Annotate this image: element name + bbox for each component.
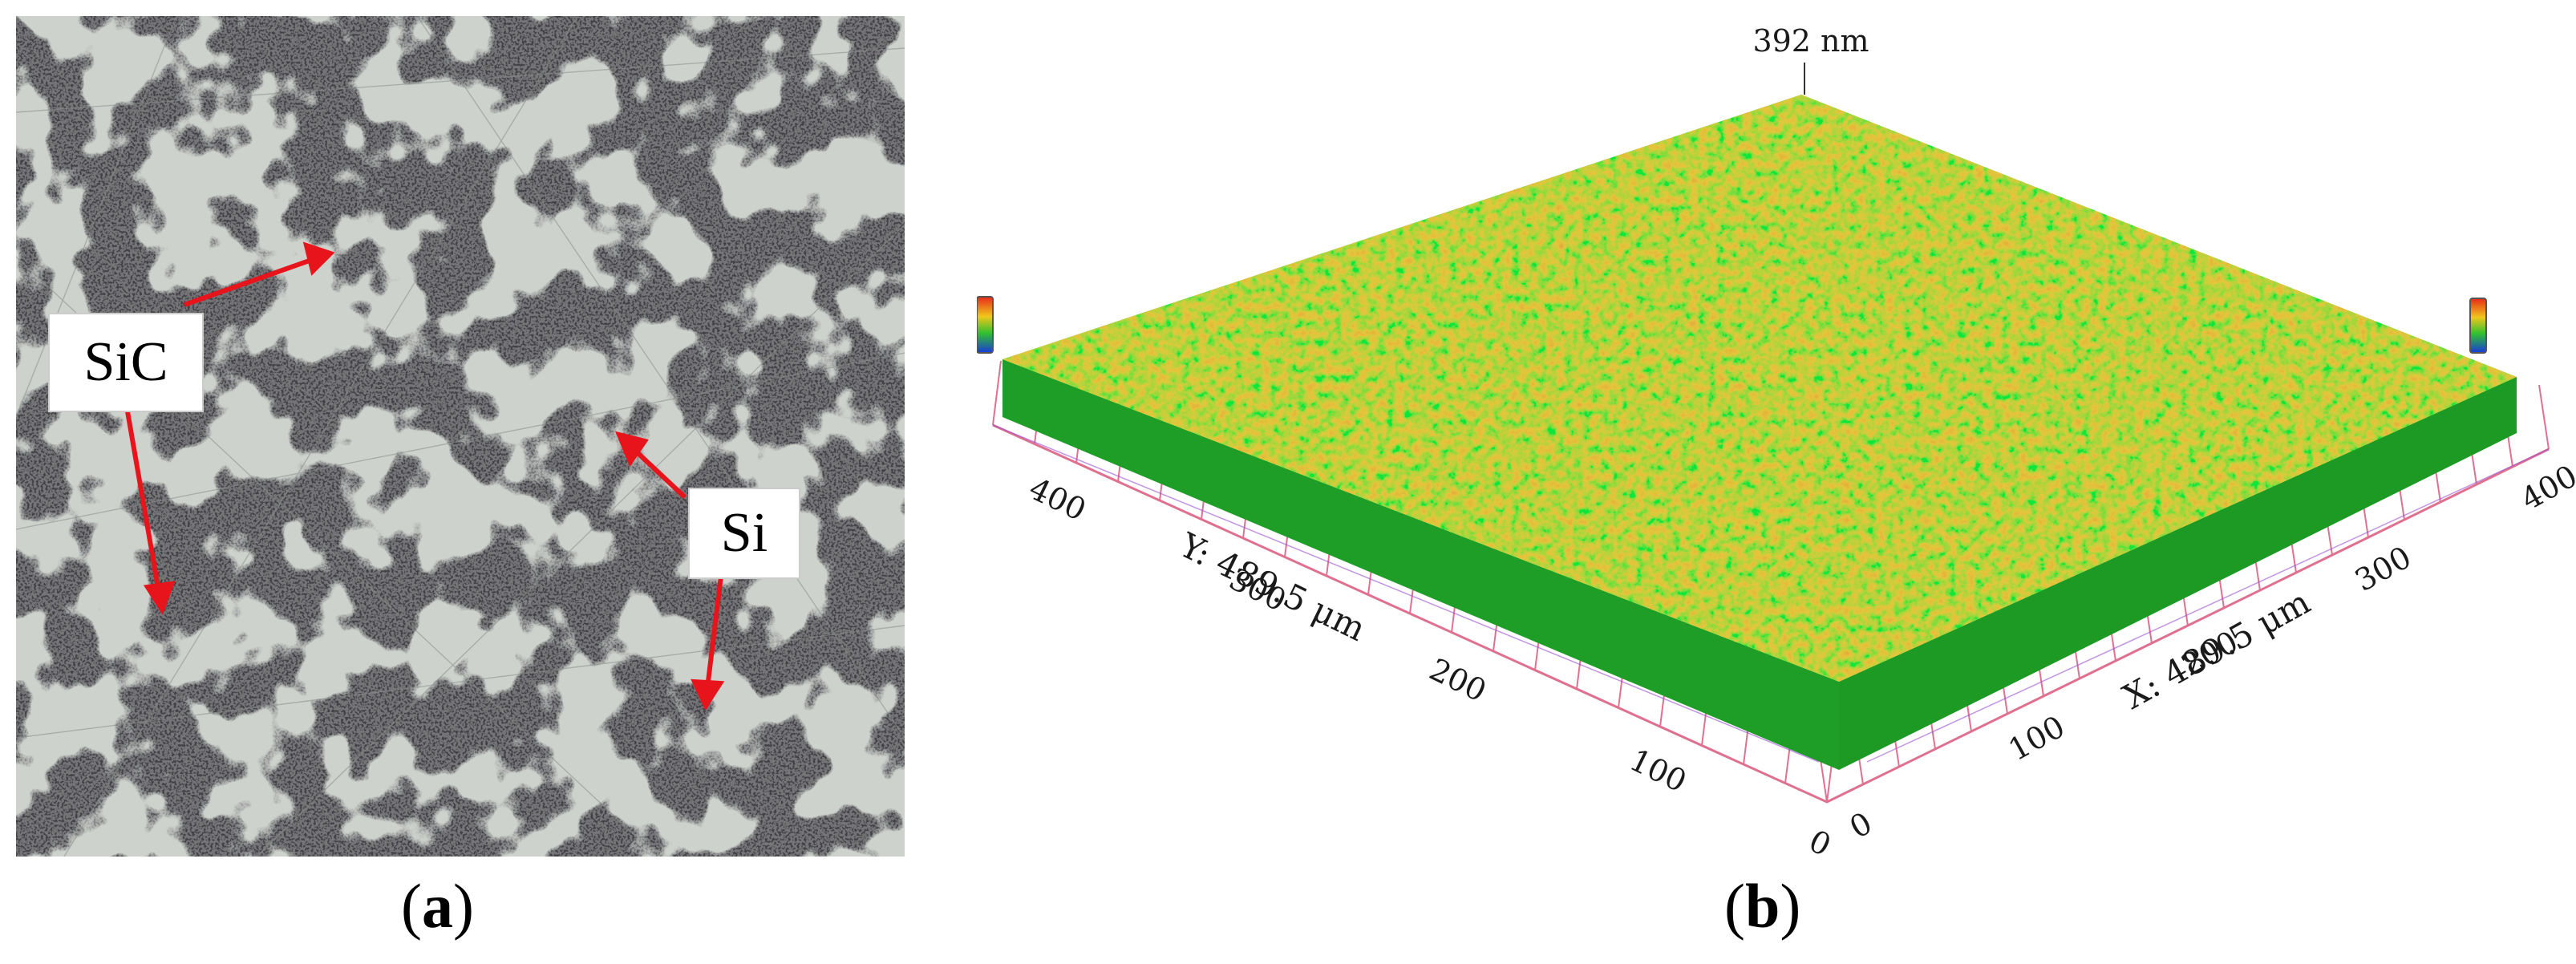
surface-topography-panel: 392 nm 400 300 200 100 0 0 100 200 300 400 Y: 48… [977,0,2576,882]
y-tick-label: 100 [1624,742,1691,799]
x-tick-label: 0 [1844,805,1877,845]
y-tick-label: 200 [1424,651,1492,708]
y-tick-label: 0 [1804,823,1837,863]
caption-a: (a) [401,871,474,941]
si-label: Si [688,488,800,579]
arrow-head [614,431,649,468]
sic-label: SiC [48,313,204,412]
micrograph-panel: SiC Si [16,16,905,857]
annotation-arrows [122,241,725,711]
arrow-head [691,678,725,711]
grid-line [992,360,1002,426]
color-scale-right [2469,298,2487,354]
x-tick-label: 100 [2003,709,2071,768]
color-scale-left [977,296,994,354]
y-tick-label: 400 [1023,471,1091,528]
sic-dark-phase [16,16,905,857]
peak-label: 392 nm [1752,23,1869,59]
caption-b: (b) [1724,871,1801,941]
x-tick-label: 400 [2515,458,2576,517]
arrow-head [143,581,176,615]
x-tick-label: 300 [2349,539,2417,598]
floor-outline [992,423,2550,804]
surface-front-right-wall [1839,377,2517,770]
surface-roughness [1002,95,2517,682]
arrow-head [302,241,335,276]
micrograph-image [16,16,905,857]
surface-front-left-wall [1002,359,1839,770]
grid-line [2538,384,2550,450]
